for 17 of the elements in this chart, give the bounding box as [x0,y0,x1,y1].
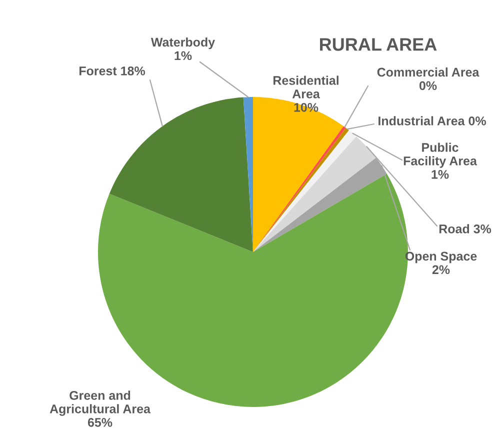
data-label: 1% [174,51,192,60]
slice-label: Green and Agricultural Area [50,390,151,416]
slice-label: Road 3% [439,224,492,234]
data-label: 0% [419,81,437,90]
slice-label: Waterbody [150,37,215,50]
slice-label: Residential Area [273,76,338,98]
pie-slice [109,97,253,252]
pie-slice [253,136,376,252]
slice-label: Industrial Area 0% [378,116,486,126]
chart-title: RURAL AREA [320,38,437,51]
data-label: 1% [432,170,449,179]
data-label: 65% [88,418,112,427]
slice-label: Commercial Area [377,67,480,77]
data-label: 2% [432,265,450,274]
slice-label: Public Facility Area [404,142,478,168]
pie-slice [253,97,344,252]
slice-label: Forest 18% [79,66,146,76]
